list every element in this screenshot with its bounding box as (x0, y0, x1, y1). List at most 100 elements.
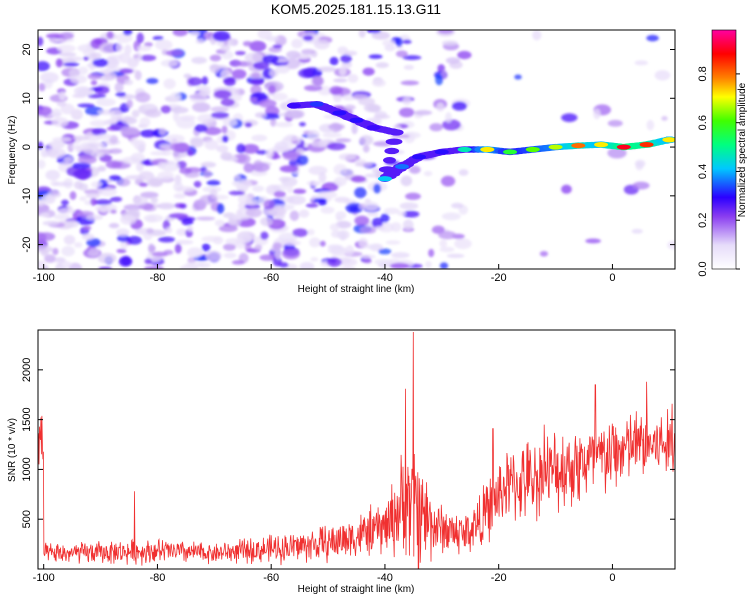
spectrogram-cell (329, 56, 339, 66)
spectrogram-cell (99, 69, 111, 75)
spectrogram-cell (372, 79, 386, 87)
spectrogram-cell (170, 92, 181, 101)
spectrogram-cell (151, 251, 169, 257)
spectrogram-y-label: Frequency (Hz) (7, 116, 18, 185)
spectrogram-cell (57, 207, 76, 214)
spectrogram-cell (116, 33, 133, 43)
ridge-point (480, 146, 495, 153)
spectrogram-cell (235, 238, 246, 249)
spectrogram-cell (278, 176, 290, 182)
spectrogram-cell (157, 202, 176, 210)
spectrogram-cell (157, 171, 174, 180)
spectrogram-cell (66, 166, 82, 177)
spectrogram-cell (236, 143, 246, 154)
spectrogram-cell (292, 228, 308, 238)
spectrogram-cell (229, 93, 243, 102)
spectrogram-cell (402, 219, 414, 231)
spectrogram-cell (378, 248, 392, 255)
colorbar-ticks: 0.0 0.2 0.4 0.6 0.8 (697, 66, 740, 277)
spectrogram-cell (441, 40, 458, 46)
spectrogram-cell (409, 165, 421, 174)
spectrogram-cell (253, 61, 270, 70)
spectrogram-cell (115, 91, 127, 97)
spectrogram-cell (265, 35, 280, 42)
spectrogram-cell (310, 140, 330, 148)
spectrogram-cell (268, 206, 287, 217)
spectrogram-cell (58, 91, 67, 101)
spectrogram-cell (126, 99, 133, 109)
spectrogram-cell (234, 51, 246, 56)
colorbar-tick-label: 0.8 (697, 66, 709, 81)
spectrogram-cell (38, 106, 53, 116)
spectrogram-cell (391, 252, 410, 259)
spectrogram-cell (160, 161, 180, 172)
colorbar-tick-label: 0.4 (697, 164, 709, 179)
spectrogram-cell (454, 238, 472, 250)
spectrogram-cell (259, 254, 276, 261)
spectrogram-cell (244, 52, 264, 63)
spectrogram-cell (106, 31, 114, 39)
spectrogram-x-tick-label: -60 (263, 272, 279, 284)
spectrogram-y-tick-label: -20 (21, 237, 33, 253)
snr-y-label: SNR (10 * v/v) (7, 418, 18, 482)
spectrogram-cell (221, 125, 228, 134)
spectrogram-cell (326, 142, 346, 151)
spectrogram-cell (458, 169, 469, 176)
spectrogram-cell (187, 77, 203, 86)
snr-x-label: Height of straight line (km) (298, 584, 415, 595)
spectrogram-cell (335, 211, 347, 220)
spectrogram-cell (373, 114, 391, 119)
ridge-point (457, 146, 472, 153)
spectrogram-cell (374, 225, 386, 230)
spectrogram-cell (41, 194, 55, 205)
spectrogram-cell (223, 243, 236, 251)
spectrogram-cell (514, 74, 522, 80)
ridge-point (332, 110, 347, 116)
spectrogram-cell (40, 212, 50, 218)
spectrogram-cell (284, 109, 305, 119)
spectrogram-cell (58, 32, 74, 40)
spectrogram-cell (83, 225, 92, 231)
spectrogram-cell (532, 30, 542, 41)
spectrogram-cell (399, 202, 419, 210)
ridge-halo (383, 157, 396, 164)
spectrogram-cell (277, 146, 294, 151)
spectrogram-cell (97, 142, 106, 149)
spectrogram-cell (274, 250, 282, 260)
spectrogram-cell (194, 124, 208, 133)
spectrogram-cell (119, 126, 139, 136)
spectrogram-cell (245, 198, 259, 206)
spectrogram-cell (423, 170, 433, 177)
spectrogram-cell (66, 220, 79, 228)
spectrogram-y-tick-label: 20 (21, 43, 33, 55)
spectrogram-cell (307, 130, 320, 141)
colorbar-gradient (711, 29, 737, 270)
spectrogram-cell (252, 185, 265, 192)
spectrogram-cell (223, 76, 237, 87)
spectrogram-cell (55, 265, 67, 269)
spectrogram-cell (160, 59, 179, 67)
spectrogram-cell (131, 109, 140, 118)
spectrogram-cell (203, 170, 212, 179)
spectrogram-cell (340, 54, 352, 64)
spectrogram-cell (122, 30, 133, 36)
spectrogram-cell (334, 176, 347, 187)
spectrogram-cell (71, 162, 91, 170)
snr-x-tick-label: -80 (149, 572, 165, 584)
spectrogram-x-tick-label: -40 (377, 272, 393, 284)
spectrogram-cell (183, 73, 192, 79)
spectrogram-cell (63, 62, 80, 67)
spectrogram-cell (634, 159, 646, 168)
spectrogram-cell (130, 137, 139, 146)
spectrogram-cell (139, 54, 157, 62)
spectrogram-cell (339, 66, 347, 76)
spectrogram-cell (260, 231, 269, 240)
spectrogram-cell (441, 212, 461, 221)
spectrogram-cell (181, 218, 194, 226)
spectrogram-cell (120, 214, 137, 225)
ridge-point (377, 176, 392, 182)
spectrogram-cell (263, 199, 275, 210)
snr-y-tick-label: 500 (21, 510, 33, 528)
spectrogram-cell (359, 135, 374, 146)
spectrogram-cell (299, 122, 306, 127)
